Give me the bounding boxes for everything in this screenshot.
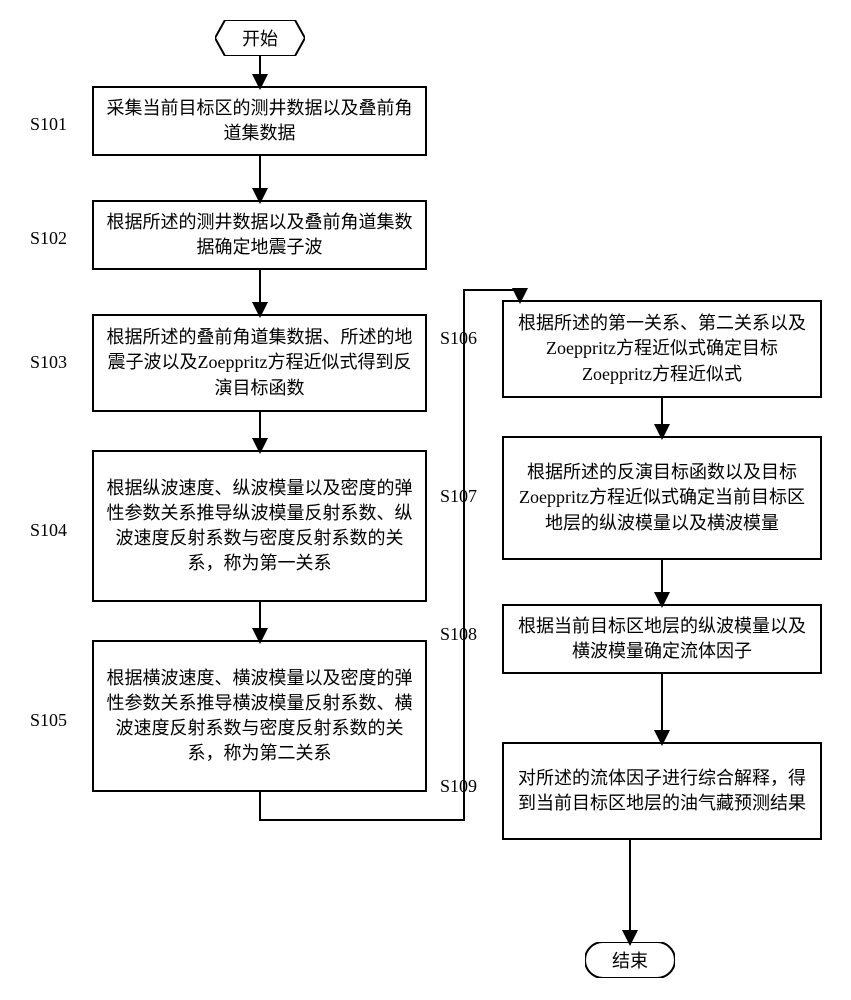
step-s108: 根据当前目标区地层的纵波模量以及横波模量确定流体因子 bbox=[502, 604, 822, 674]
label-s104: S104 bbox=[30, 520, 67, 541]
label-s102: S102 bbox=[30, 228, 67, 249]
step-s108-text: 根据当前目标区地层的纵波模量以及横波模量确定流体因子 bbox=[514, 614, 810, 664]
label-s101: S101 bbox=[30, 114, 67, 135]
step-s103: 根据所述的叠前角道集数据、所述的地震子波以及Zoeppritz方程近似式得到反演… bbox=[92, 314, 427, 412]
terminator-start-text: 开始 bbox=[242, 25, 278, 51]
label-s106: S106 bbox=[440, 328, 477, 349]
step-s104: 根据纵波速度、纵波模量以及密度的弹性参数关系推导纵波模量反射系数、纵波速度反射系… bbox=[92, 450, 427, 602]
step-s106: 根据所述的第一关系、第二关系以及Zoeppritz方程近似式确定目标Zoeppr… bbox=[502, 300, 822, 398]
step-s102-text: 根据所述的测井数据以及叠前角道集数据确定地震子波 bbox=[104, 210, 415, 260]
step-s107: 根据所述的反演目标函数以及目标Zoeppritz方程近似式确定当前目标区地层的纵… bbox=[502, 436, 822, 560]
step-s107-text: 根据所述的反演目标函数以及目标Zoeppritz方程近似式确定当前目标区地层的纵… bbox=[514, 460, 810, 536]
terminator-end-text: 结束 bbox=[612, 947, 648, 973]
step-s102: 根据所述的测井数据以及叠前角道集数据确定地震子波 bbox=[92, 200, 427, 270]
label-s108: S108 bbox=[440, 624, 477, 645]
step-s101: 采集当前目标区的测井数据以及叠前角道集数据 bbox=[92, 86, 427, 156]
step-s101-text: 采集当前目标区的测井数据以及叠前角道集数据 bbox=[104, 96, 415, 146]
step-s104-text: 根据纵波速度、纵波模量以及密度的弹性参数关系推导纵波模量反射系数、纵波速度反射系… bbox=[104, 476, 415, 577]
terminator-start: 开始 bbox=[215, 20, 305, 56]
label-s109: S109 bbox=[440, 776, 477, 797]
label-s105: S105 bbox=[30, 710, 67, 731]
step-s109: 对所述的流体因子进行综合解释，得到当前目标区地层的油气藏预测结果 bbox=[502, 742, 822, 840]
step-s109-text: 对所述的流体因子进行综合解释，得到当前目标区地层的油气藏预测结果 bbox=[514, 766, 810, 816]
flowchart-canvas: 开始 结束 采集当前目标区的测井数据以及叠前角道集数据 S101 根据所述的测井… bbox=[20, 20, 831, 980]
label-s103: S103 bbox=[30, 352, 67, 373]
step-s105: 根据横波速度、横波模量以及密度的弹性参数关系推导横波模量反射系数、横波速度反射系… bbox=[92, 640, 427, 792]
step-s103-text: 根据所述的叠前角道集数据、所述的地震子波以及Zoeppritz方程近似式得到反演… bbox=[104, 325, 415, 401]
label-s107: S107 bbox=[440, 486, 477, 507]
terminator-end: 结束 bbox=[585, 942, 675, 978]
step-s105-text: 根据横波速度、横波模量以及密度的弹性参数关系推导横波模量反射系数、横波速度反射系… bbox=[104, 666, 415, 767]
step-s106-text: 根据所述的第一关系、第二关系以及Zoeppritz方程近似式确定目标Zoeppr… bbox=[514, 311, 810, 387]
